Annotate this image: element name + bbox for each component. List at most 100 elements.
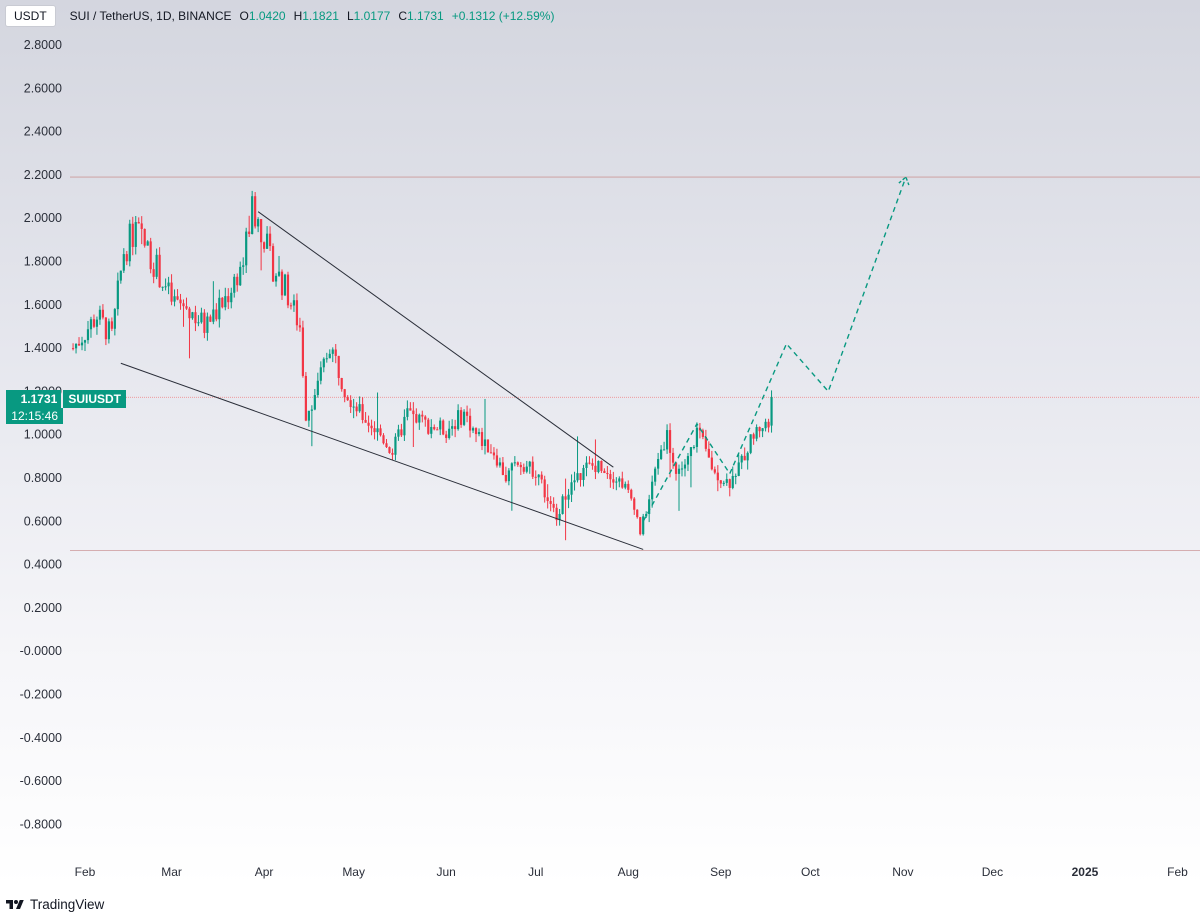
candle-body	[719, 480, 722, 484]
y-tick-label: 1.8000	[24, 255, 62, 269]
candle-body	[415, 414, 418, 423]
x-tick-label: Sep	[710, 865, 732, 879]
tradingview-logo-icon[interactable]	[6, 898, 24, 912]
symbol-title[interactable]: SUI / TetherUS, 1D, BINANCE	[69, 9, 232, 23]
candle-body	[558, 513, 561, 521]
price-chart[interactable]: 2.8000 2.6000 2.4000 2.2000 2.0000 1.8000 1.60…	[0, 0, 1200, 886]
candle-body	[427, 419, 430, 434]
candle-body	[537, 474, 540, 478]
upper-trendline	[257, 211, 614, 468]
candle-body	[421, 414, 424, 417]
y-tick-label: -0.0000	[20, 644, 62, 658]
candle-body	[95, 319, 99, 327]
candle-body	[752, 434, 755, 439]
candle-body	[489, 452, 493, 454]
candle-body	[674, 462, 678, 474]
candle-body	[639, 517, 642, 535]
candle-body	[579, 473, 582, 480]
current-price-badge: 1.1731 SUIUSDT 12:15:46	[6, 390, 126, 424]
candle-body	[677, 468, 681, 474]
currency-selector[interactable]: USDT	[5, 5, 56, 27]
candle-body	[480, 432, 484, 446]
candle-body	[173, 296, 176, 302]
y-tick-label: 2.4000	[24, 125, 62, 139]
candle-body	[528, 461, 531, 467]
low-value: 1.0177	[353, 9, 391, 23]
change-value: +0.1312 (+12.59%)	[451, 9, 555, 23]
candle-body	[370, 425, 373, 429]
candle-body	[767, 421, 770, 428]
candle-body	[212, 309, 215, 322]
candle-body	[107, 321, 110, 340]
candle-body	[433, 426, 436, 430]
candle-body	[486, 439, 490, 453]
y-tick-label: 0.4000	[24, 558, 62, 572]
candle-body	[131, 223, 134, 247]
candle-body	[680, 468, 684, 470]
current-price-label: 1.1731	[6, 390, 62, 408]
candle-body	[749, 434, 752, 453]
y-tick-label: 1.4000	[24, 341, 62, 355]
candle-body	[462, 411, 466, 425]
candle-body	[271, 246, 275, 282]
candle-body	[746, 452, 749, 461]
candle-body	[454, 426, 457, 430]
candle-body	[385, 443, 388, 448]
candle-body	[624, 483, 627, 488]
candle-body	[286, 274, 290, 306]
candle-body	[621, 478, 624, 488]
low-key: L	[346, 9, 354, 23]
candle-body	[182, 303, 185, 307]
x-tick-label: Oct	[801, 865, 820, 879]
y-tick-label: 2.2000	[24, 168, 62, 182]
candle-body	[227, 296, 230, 303]
candle-body	[143, 228, 146, 246]
y-tick-label: 1.6000	[24, 298, 62, 312]
tradingview-brand[interactable]: TradingView	[30, 897, 105, 912]
candle-body	[283, 274, 287, 296]
candle-body	[442, 420, 445, 435]
candle-body	[630, 489, 633, 499]
candle-body	[367, 422, 370, 426]
candle-body	[310, 409, 313, 411]
candle-body	[170, 282, 173, 302]
candle-body	[265, 233, 269, 249]
candle-body	[543, 479, 546, 498]
candle-body	[394, 436, 397, 455]
candle-body	[355, 406, 358, 412]
candle-body	[379, 428, 382, 436]
candle-body	[343, 389, 346, 398]
candle-body	[671, 452, 675, 463]
x-tick-label: Jul	[528, 865, 543, 879]
candle-body	[200, 312, 203, 323]
candle-body	[591, 463, 594, 466]
candle-body	[152, 269, 155, 277]
candle-body	[504, 475, 507, 482]
candle-body	[510, 463, 513, 471]
candle-body	[298, 325, 302, 328]
candle-body	[292, 300, 296, 306]
candle-body	[588, 462, 591, 464]
candle-body	[412, 410, 415, 415]
candle-body	[576, 473, 579, 481]
candle-body	[203, 312, 206, 333]
candle-body	[346, 397, 349, 401]
candle-body	[158, 254, 161, 288]
candle-body	[295, 300, 299, 326]
candle-body	[695, 427, 699, 447]
candle-body	[74, 343, 78, 349]
chart-area[interactable]: 2.8000 2.6000 2.4000 2.2000 2.0000 1.8000 1.60…	[0, 0, 1200, 886]
candle-body	[645, 513, 648, 517]
candle-body	[519, 464, 522, 468]
candle-body	[636, 509, 639, 518]
candle-body	[263, 242, 266, 249]
candle-body	[651, 481, 654, 500]
candle-body	[391, 452, 394, 455]
candle-body	[477, 432, 481, 435]
close-value: 1.1731	[407, 9, 444, 23]
candle-body	[409, 408, 412, 411]
symbol-header: USDT SUI / TetherUS, 1D, BINANCE O 1.0420…	[5, 4, 554, 28]
candle-body	[403, 416, 406, 436]
candle-body	[737, 462, 740, 476]
candle-body	[104, 317, 107, 340]
